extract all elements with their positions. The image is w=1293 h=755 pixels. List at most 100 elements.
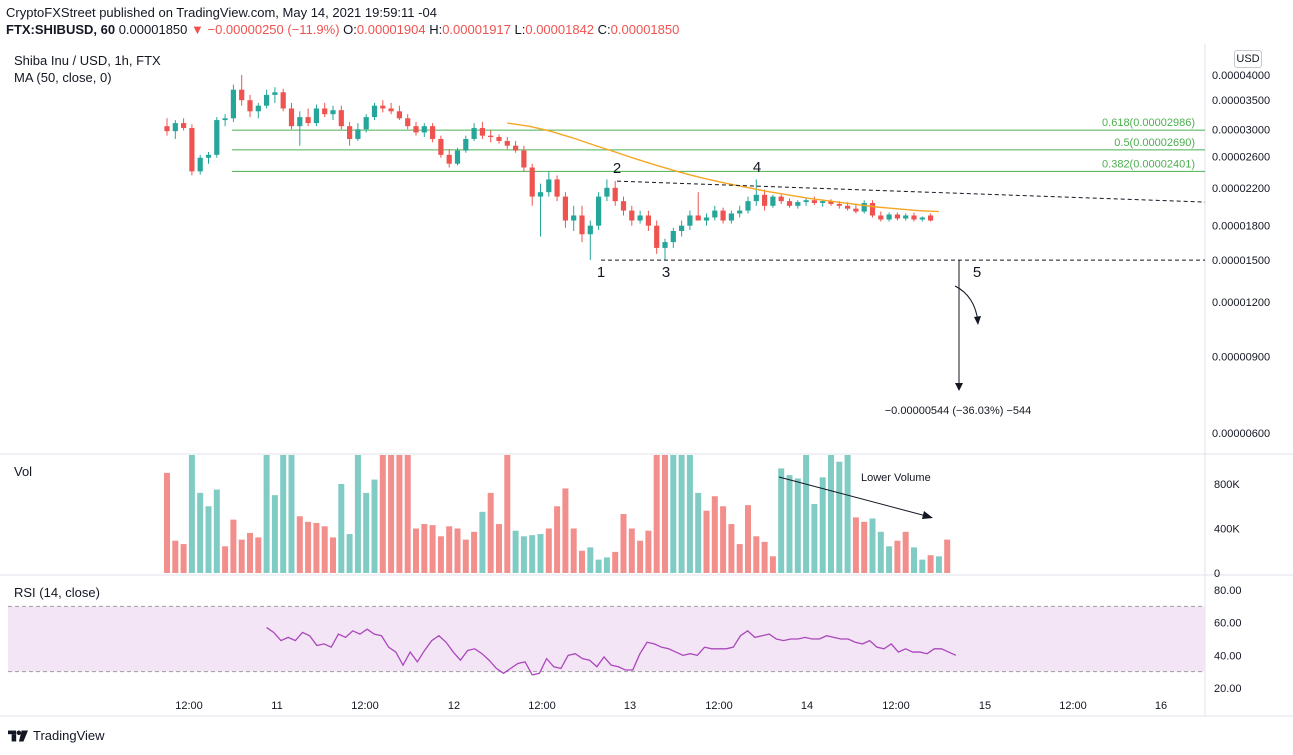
- volume-bar: [247, 532, 253, 573]
- tradingview-logo[interactable]: TradingView: [8, 728, 105, 743]
- fib-level-label: 0.5(0.00002690): [1114, 137, 1195, 149]
- time-tick-label: 11: [271, 700, 282, 712]
- candle-body: [347, 126, 353, 139]
- candle-body: [770, 196, 776, 206]
- price-change: ▼ −0.00000250 (−11.9%): [191, 22, 340, 37]
- low-value: 0.00001842: [525, 22, 595, 37]
- volume-bar: [288, 455, 295, 573]
- price-pane-legend[interactable]: Shiba Inu / USD, 1h, FTX: [14, 53, 161, 68]
- candle-body: [197, 157, 203, 172]
- time-tick-label: 13: [624, 700, 636, 712]
- time-tick-label: 16: [1155, 700, 1167, 712]
- candle-body: [662, 242, 668, 248]
- volume-bar: [753, 536, 760, 573]
- candle-body: [587, 225, 593, 235]
- time-tick-label: 12:00: [528, 700, 556, 712]
- publisher-line: CryptoFXStreet published on TradingView.…: [6, 5, 437, 20]
- candle-body: [521, 150, 527, 168]
- volume-bar: [877, 531, 884, 573]
- lower-volume-label: Lower Volume: [861, 472, 931, 484]
- candle-body: [778, 196, 784, 202]
- volume-bar: [554, 506, 561, 573]
- candle-body: [322, 108, 328, 115]
- volume-bar: [213, 489, 220, 573]
- tradingview-brand: TradingView: [33, 728, 105, 743]
- volume-bar: [504, 455, 511, 573]
- price-tick-label: 0.00000900: [1212, 351, 1270, 363]
- candle-body: [919, 217, 925, 220]
- candle-body: [753, 194, 759, 202]
- candle-body: [396, 111, 402, 119]
- candle-body: [670, 231, 676, 243]
- candle-body: [172, 123, 178, 132]
- pattern-point-label: 1: [597, 264, 605, 281]
- volume-bar: [736, 544, 743, 573]
- fib-level-label: 0.382(0.00002401): [1102, 158, 1195, 170]
- candle-body: [222, 118, 228, 121]
- high-value: 0.00001917: [442, 22, 511, 37]
- volume-pane-legend[interactable]: Vol: [14, 464, 33, 479]
- time-tick-label: 12:00: [175, 700, 203, 712]
- candle-body: [612, 187, 618, 202]
- volume-bar: [927, 555, 934, 573]
- candle-body: [438, 138, 444, 155]
- measured-move-arrowhead: [955, 383, 963, 391]
- volume-bar: [164, 472, 170, 573]
- candle-body: [820, 201, 826, 203]
- volume-bar: [778, 468, 785, 573]
- volume-bar: [894, 540, 901, 573]
- ma-legend[interactable]: MA (50, close, 0): [14, 70, 112, 85]
- candle-body: [529, 167, 535, 197]
- volume-bar: [512, 530, 519, 573]
- candle-body: [488, 135, 494, 137]
- candle-body: [745, 201, 751, 211]
- volume-bar: [255, 537, 262, 573]
- volume-bar: [828, 455, 834, 573]
- tradingview-logo-icon: [8, 730, 28, 741]
- volume-bar: [222, 546, 229, 573]
- candle-body: [911, 215, 917, 220]
- candle-body: [305, 117, 311, 124]
- currency-button[interactable]: USD: [1234, 50, 1262, 68]
- candle-body: [861, 202, 867, 212]
- candle-body: [571, 215, 577, 221]
- volume-bar: [388, 455, 395, 573]
- volume-bar: [354, 455, 361, 573]
- volume-bar: [520, 536, 527, 573]
- volume-bar: [695, 492, 702, 573]
- volume-bar: [471, 531, 478, 573]
- volume-bar: [379, 455, 386, 573]
- volume-bar: [819, 477, 826, 573]
- measured-move-label: −0.00000544 (−36.03%) −544: [885, 405, 1032, 417]
- volume-bar: [711, 496, 718, 573]
- close-label: C:: [597, 22, 611, 37]
- candle-body: [894, 214, 900, 219]
- volume-bar: [745, 505, 751, 573]
- candle-body: [230, 89, 236, 119]
- volume-bar: [180, 544, 187, 573]
- candle-body: [380, 105, 386, 109]
- volume-tick-label: 0: [1214, 568, 1220, 580]
- volume-bar: [446, 526, 453, 573]
- candle-body: [712, 210, 718, 218]
- rsi-pane-legend[interactable]: RSI (14, close): [14, 585, 100, 600]
- volume-bar: [188, 455, 195, 573]
- last-price: 0.00001850: [118, 22, 188, 37]
- volume-bar: [330, 537, 336, 573]
- candle-body: [405, 118, 411, 127]
- rsi-tick-label: 20.00: [1214, 683, 1242, 695]
- volume-bar: [396, 455, 403, 573]
- price-tick-label: 0.00001500: [1212, 255, 1270, 267]
- candle-body: [247, 100, 253, 112]
- volume-bar: [935, 556, 942, 573]
- volume-bar: [496, 524, 502, 573]
- candle-body: [355, 129, 361, 139]
- pattern-point-label: 4: [753, 159, 761, 176]
- volume-bar: [462, 539, 469, 573]
- volume-bar: [587, 547, 594, 573]
- volume-bar: [645, 530, 652, 573]
- volume-bar: [413, 528, 419, 573]
- candle-body: [288, 108, 295, 127]
- price-tick-label: 0.00004000: [1212, 70, 1270, 82]
